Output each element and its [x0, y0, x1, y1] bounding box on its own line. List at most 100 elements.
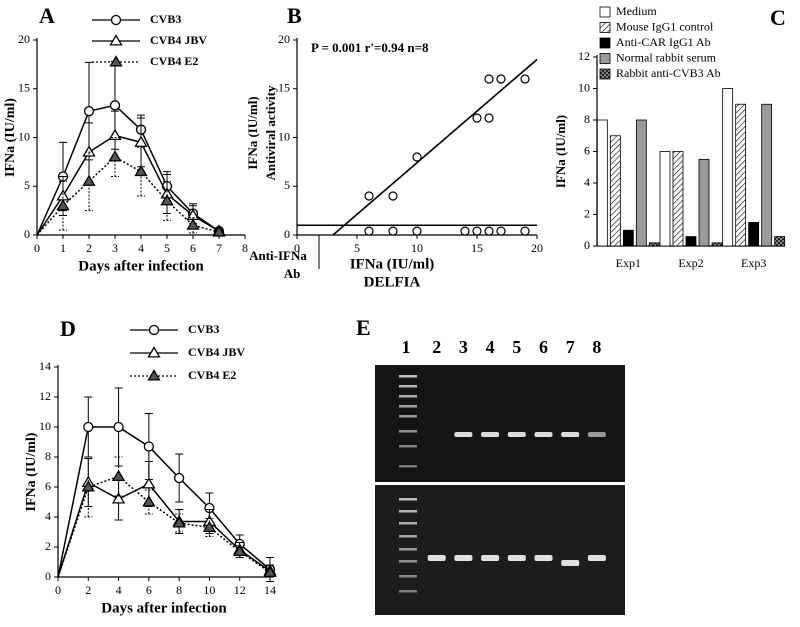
lane-label: 7 [566, 337, 575, 357]
legend-label: CVB4 JBV [150, 33, 207, 47]
ladder-band [399, 430, 417, 433]
bar [609, 135, 621, 247]
bar [672, 151, 684, 247]
y-tick-label: 12 [578, 49, 590, 63]
bar [685, 236, 697, 247]
bar [622, 229, 634, 247]
bar [761, 103, 773, 247]
marker [111, 492, 126, 504]
note: Anti-IFNa [249, 248, 307, 263]
ladder-band [399, 395, 417, 398]
legend-marker [110, 14, 122, 26]
ladder-band [399, 590, 417, 593]
legend-marker [147, 369, 161, 381]
y-axis-label: IFNa (IU/ml) [24, 432, 39, 511]
marker [142, 477, 156, 489]
legend-label: Anti-CAR IgG1 Ab [616, 35, 711, 49]
marker [56, 198, 70, 211]
lane-label: 2 [432, 337, 441, 357]
lane-label: 1 [402, 337, 411, 357]
y-tick-label: 15 [278, 81, 290, 95]
marker [134, 135, 148, 147]
chart-title: D [60, 316, 76, 341]
bar [748, 221, 760, 247]
legend-label: CVB3 [188, 322, 219, 336]
gel-band [534, 432, 553, 437]
y-tick-label: 14 [39, 359, 51, 373]
point [412, 226, 422, 236]
legend-label: Normal rabbit serum [616, 50, 717, 64]
gel-band [587, 432, 606, 437]
legend-marker [109, 55, 123, 67]
x-tick-label: Exp2 [678, 256, 703, 270]
point [472, 113, 482, 123]
lane-label: 5 [512, 337, 521, 357]
marker [143, 441, 155, 452]
legend-swatch [599, 53, 611, 64]
y-axis-label: Antiviral activity [263, 85, 278, 180]
x-tick-label: 8 [242, 241, 248, 255]
x-tick-label: Exp3 [741, 256, 766, 270]
legend-label: CVB3 [150, 12, 181, 26]
marker [160, 194, 174, 206]
point [388, 191, 398, 201]
point [496, 226, 506, 236]
y-tick-label: 10 [18, 129, 30, 143]
point [364, 226, 374, 236]
x-tick-label: 6 [146, 583, 152, 597]
ladder-band [399, 375, 417, 378]
ladder-band [399, 522, 417, 525]
marker [108, 150, 122, 162]
marker [142, 495, 156, 507]
marker [82, 174, 96, 186]
x-tick-label: 20 [531, 241, 543, 255]
y-tick-label: 20 [18, 32, 30, 46]
x-tick-label: 0 [55, 583, 61, 597]
ladder-band [399, 405, 417, 408]
lane-label: 3 [459, 337, 468, 357]
marker [109, 100, 121, 111]
y-tick-label: 4 [45, 509, 51, 523]
y-axis-label: IFNa (IU/ml) [553, 115, 568, 188]
chart-title: C [770, 5, 786, 30]
x-tick-label: 2 [85, 583, 91, 597]
marker [233, 544, 247, 556]
lane-label: 4 [486, 337, 495, 357]
legend-marker [147, 346, 161, 358]
gel-band [561, 432, 580, 437]
marker [202, 520, 217, 532]
fit-line [332, 58, 538, 236]
marker [81, 480, 95, 492]
gel-band [587, 555, 606, 561]
chart-title: B [287, 3, 302, 28]
y-tick-label: 0 [284, 227, 290, 241]
bar [774, 236, 786, 247]
marker [111, 469, 126, 481]
point [496, 74, 506, 84]
gel-band [561, 560, 580, 566]
legend-marker [109, 34, 123, 46]
point [520, 74, 530, 84]
marker [263, 565, 277, 577]
legend-label: CVB4 JBV [188, 345, 245, 359]
ladder-band [399, 415, 417, 418]
chart-title: A [39, 3, 55, 28]
x-tick-label: 15 [471, 241, 483, 255]
legend-label: Mouse IgG1 control [616, 19, 714, 33]
x-tick-label: 5 [354, 241, 360, 255]
y-tick-label: 10 [578, 80, 590, 94]
point [484, 113, 494, 123]
legend-label: Medium [616, 4, 657, 18]
legend-swatch [599, 22, 611, 33]
legend-label: CVB4 E2 [150, 54, 198, 68]
x-tick-label: 0 [294, 241, 300, 255]
series-line [36, 134, 220, 236]
ladder-band [399, 548, 417, 551]
point [484, 226, 494, 236]
x-tick-label: 10 [203, 583, 215, 597]
annotation: P = 0.001 r'=0.94 n=8 [311, 40, 429, 55]
bar [659, 151, 671, 247]
y-tick-label: 4 [584, 175, 590, 189]
marker [173, 472, 185, 484]
ladder-band [399, 445, 417, 448]
